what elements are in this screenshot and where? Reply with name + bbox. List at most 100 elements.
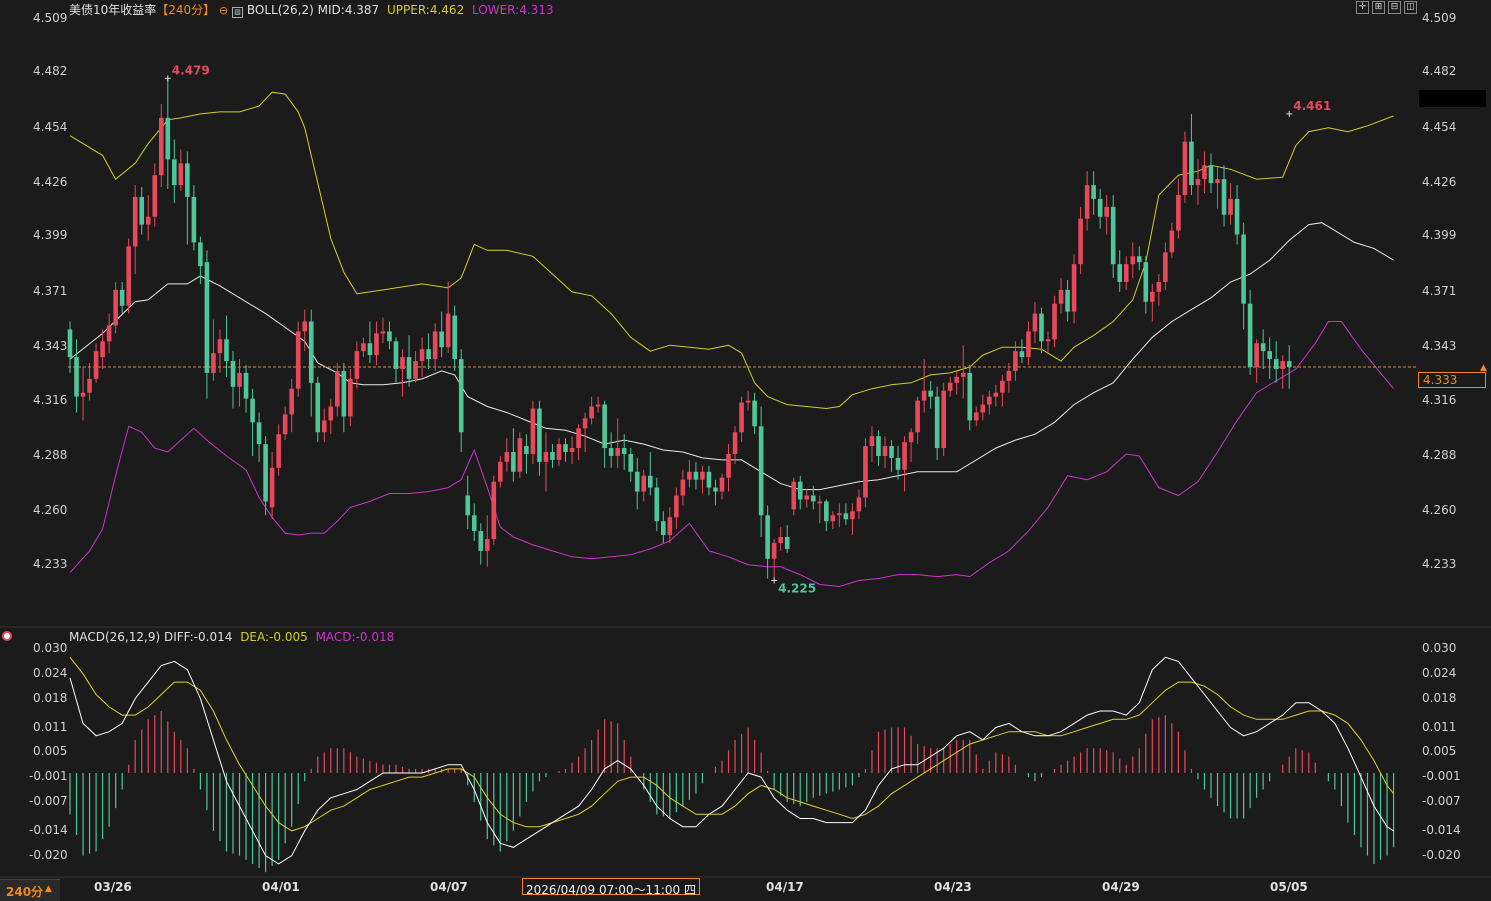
- candle: [543, 432, 549, 492]
- candle-body: [869, 436, 875, 447]
- candle: [302, 309, 308, 352]
- candle-body: [1117, 264, 1123, 282]
- period-selector-label: 240分: [6, 885, 44, 899]
- candle: [980, 394, 986, 421]
- candle-body: [1071, 264, 1077, 312]
- candle-body: [1215, 179, 1220, 184]
- candle-body: [524, 446, 529, 454]
- candle: [771, 539, 777, 581]
- price-tick-left: 4.426: [33, 175, 68, 190]
- candle-body: [667, 517, 673, 536]
- price-tick-right: 4.399: [1422, 228, 1457, 243]
- candle-body: [615, 448, 620, 456]
- candle: [810, 485, 816, 510]
- macd-tick-right: -0.001: [1422, 769, 1461, 784]
- price-tick-right: 4.343: [1422, 339, 1457, 354]
- grid: [0, 626, 1491, 878]
- indicator-icon[interactable]: ▧: [232, 7, 244, 18]
- candle-body: [152, 175, 158, 217]
- candle-body: [335, 370, 340, 407]
- candle: [615, 418, 620, 468]
- candle: [641, 469, 647, 502]
- chart-header: 美债10年收益率【240分】 ⊖ ▧ BOLL(26,2) MID:4.387 …: [69, 1, 554, 18]
- boll-lower-line: [69, 321, 1394, 588]
- candle: [745, 390, 751, 411]
- candle: [1189, 113, 1194, 195]
- candle: [341, 363, 347, 433]
- candle-body: [810, 495, 816, 502]
- candle: [960, 345, 966, 399]
- settings-icon[interactable]: ⊖: [219, 4, 229, 17]
- candle-body: [1195, 179, 1201, 186]
- macd-header: MACD(26,12,9) DIFF:-0.014 DEA:-0.005 MAC…: [69, 630, 394, 644]
- candle-body: [967, 372, 973, 421]
- candle: [158, 104, 164, 188]
- candle-body: [687, 471, 692, 480]
- candle-body: [224, 339, 229, 362]
- candle-body: [954, 376, 960, 383]
- candle-body: [908, 432, 914, 443]
- candle-body: [504, 452, 510, 462]
- candle-body: [830, 515, 836, 522]
- candle: [1195, 159, 1201, 205]
- candle: [1202, 151, 1207, 193]
- candle: [837, 503, 842, 528]
- candle: [276, 424, 281, 476]
- candle: [445, 281, 451, 354]
- candle: [1123, 256, 1129, 290]
- candle: [387, 321, 392, 350]
- candle-body: [791, 481, 797, 510]
- candle: [1286, 345, 1292, 389]
- candle: [517, 432, 523, 478]
- candle-body: [498, 461, 503, 482]
- candle: [1267, 337, 1272, 379]
- candle-body: [1110, 206, 1116, 265]
- candle-body: [550, 452, 555, 460]
- candle: [217, 329, 223, 373]
- price-tick-right: 4.316: [1422, 392, 1457, 407]
- price-tick-left: 4.288: [33, 447, 68, 462]
- restore-icon[interactable]: ◫: [1404, 1, 1417, 14]
- candle: [941, 382, 946, 456]
- macd-tick-right: 0.018: [1422, 690, 1457, 705]
- candle: [928, 380, 933, 409]
- candle-body: [1006, 370, 1012, 381]
- candle: [93, 343, 99, 383]
- candle: [374, 321, 379, 366]
- candle: [902, 436, 907, 492]
- price-tick-right: 4.454: [1422, 119, 1457, 134]
- period-tag[interactable]: 【240分】: [156, 3, 216, 17]
- candle: [1163, 242, 1168, 290]
- candle: [243, 365, 249, 413]
- candle: [739, 396, 744, 443]
- cursor-time-label: 2026/04/09 07:00～11:00 四: [522, 878, 700, 897]
- candle: [354, 341, 360, 389]
- candle: [230, 351, 236, 409]
- macd-tick-left: -0.020: [29, 847, 68, 862]
- zoom-out-icon[interactable]: ⊟: [1388, 1, 1401, 14]
- price-tick-left: 4.371: [33, 283, 68, 298]
- candle-body: [1202, 165, 1207, 180]
- candle-body: [1000, 380, 1005, 393]
- boll-label: BOLL(26,2): [246, 3, 314, 17]
- candle-body: [517, 438, 523, 472]
- boll-mid: MID:4.387: [317, 3, 380, 17]
- candle: [934, 386, 940, 460]
- candle: [295, 321, 301, 397]
- candle: [713, 479, 718, 506]
- zoom-in-icon[interactable]: ⊞: [1372, 1, 1385, 14]
- candle-body: [739, 402, 744, 433]
- period-selector[interactable]: 240分 ▲: [0, 879, 60, 901]
- candle-body: [817, 501, 823, 504]
- caret-up-icon: ▲: [45, 884, 52, 894]
- candle-body: [1026, 331, 1031, 358]
- crosshair-icon[interactable]: ✛: [1356, 1, 1369, 14]
- candle-body: [530, 408, 536, 454]
- candle-body: [1091, 185, 1096, 199]
- candle: [791, 477, 797, 516]
- candle-body: [380, 331, 386, 334]
- candle-body: [1234, 198, 1240, 235]
- candle-body: [1150, 291, 1155, 302]
- annotation-label: 4.225: [778, 582, 816, 596]
